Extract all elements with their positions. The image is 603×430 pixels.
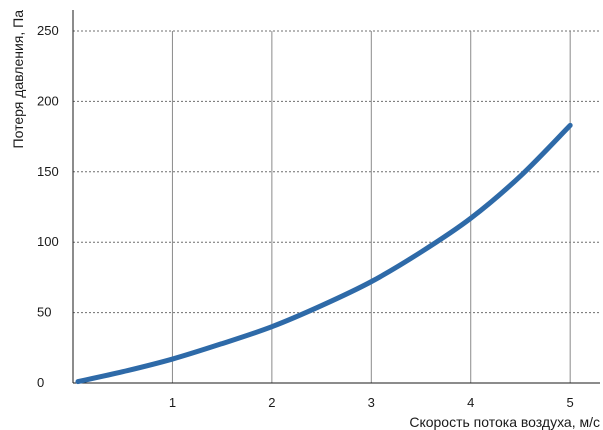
y-tick-label: 100 <box>37 234 59 249</box>
y-tick-label: 200 <box>37 93 59 108</box>
tick-labels: 0 50 100 150 200 250 1 2 3 4 5 <box>37 23 574 410</box>
series-line <box>75 122 573 385</box>
x-tick-label: 2 <box>268 395 275 410</box>
x-tick-label: 3 <box>368 395 375 410</box>
series-layer <box>75 122 573 385</box>
x-tick-label: 5 <box>567 395 574 410</box>
x-tick-label: 4 <box>467 395 474 410</box>
y-tick-label: 250 <box>37 23 59 38</box>
y-tick-label: 150 <box>37 164 59 179</box>
y-axis-label: Потеря давления, Па <box>10 10 26 149</box>
y-tick-label: 50 <box>37 305 51 320</box>
x-tick-label: 1 <box>169 395 176 410</box>
axes <box>72 10 600 384</box>
y-tick-label: 0 <box>37 375 44 390</box>
x-axis-label: Скорость потока воздуха, м/с <box>409 414 600 430</box>
grid <box>73 30 600 383</box>
